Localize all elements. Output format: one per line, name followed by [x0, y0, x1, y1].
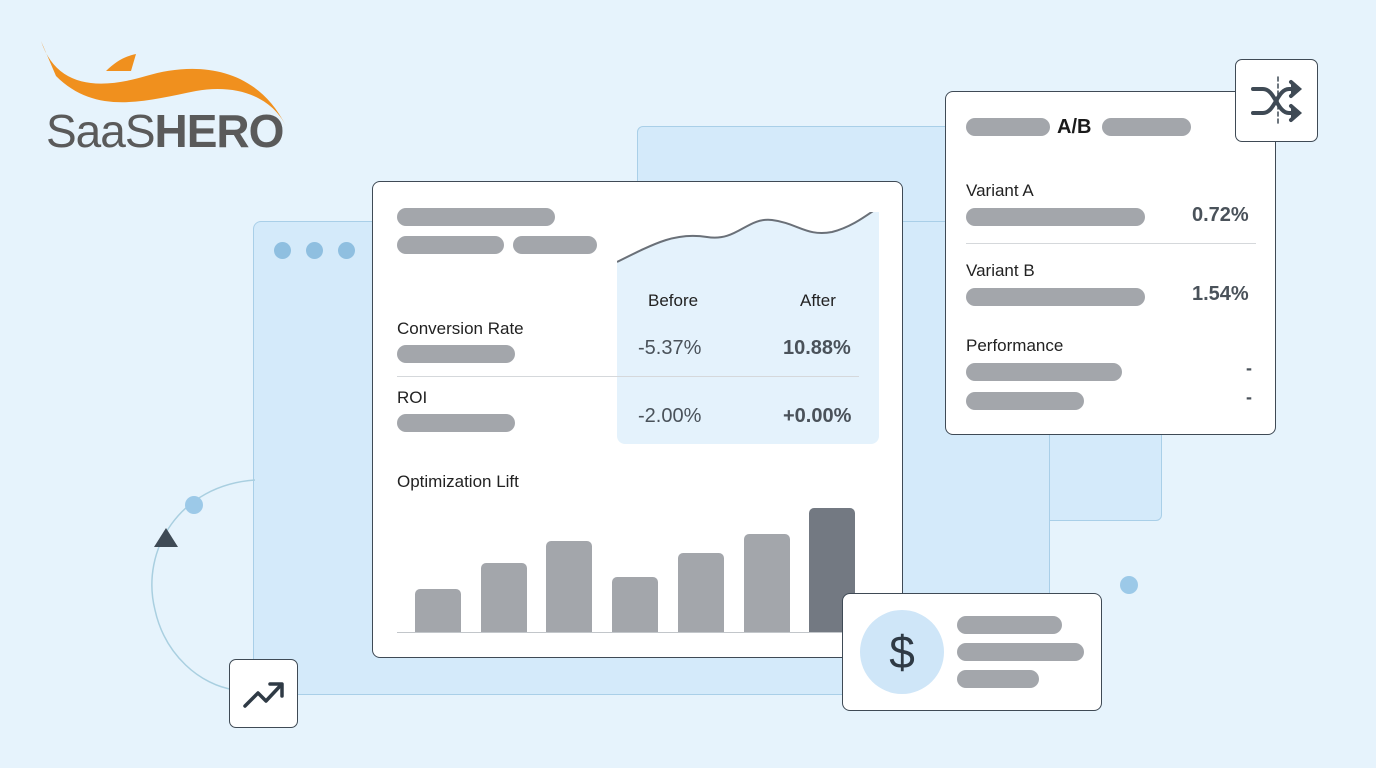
shuffle-button[interactable] — [1235, 59, 1318, 142]
ab-title: A/B — [1057, 116, 1092, 138]
placeholder-bar — [966, 118, 1050, 136]
placeholder-bar — [397, 345, 515, 363]
lift-bar — [415, 589, 461, 632]
lift-label: Optimization Lift — [397, 472, 519, 491]
triangle-icon — [154, 528, 178, 547]
placeholder-bar — [966, 208, 1145, 226]
row-label-conversion: Conversion Rate — [397, 319, 524, 338]
window-dot — [274, 242, 291, 259]
variant-a-value: 0.72% — [1192, 204, 1249, 226]
placeholder-bar — [513, 236, 597, 254]
placeholder-bar — [966, 288, 1145, 306]
logo-swoosh — [41, 41, 286, 126]
placeholder-bar — [397, 208, 555, 226]
col-after: After — [800, 291, 836, 310]
placeholder-bar — [966, 363, 1122, 381]
lift-bar — [480, 563, 527, 632]
logo-text-bold: HERO — [154, 105, 285, 157]
lift-bar-chart — [397, 502, 859, 633]
col-before: Before — [648, 291, 699, 310]
roi-before: -2.00% — [638, 405, 702, 427]
variant-a-label: Variant A — [966, 181, 1034, 200]
trending-up-icon — [242, 681, 284, 708]
placeholder-bar — [957, 670, 1039, 688]
placeholder-bar — [957, 643, 1084, 661]
comparison-panel — [617, 212, 879, 444]
logo-text-light: SaaS — [46, 105, 156, 157]
lift-bar — [677, 553, 724, 632]
placeholder-bar — [966, 392, 1084, 410]
placeholder-bar — [397, 414, 515, 432]
trend-sparkline — [617, 212, 874, 263]
lift-bar — [743, 534, 790, 632]
main-card: Before After Conversion Rate -5.37% 10.8… — [372, 181, 903, 658]
ab-test-card: A/B Variant A 0.72% Variant B 1.54% Perf… — [945, 91, 1276, 435]
conversion-after: 10.88% — [783, 337, 851, 359]
row-divider — [397, 376, 859, 377]
revenue-card: $ — [842, 593, 1102, 711]
variant-b-value: 1.54% — [1192, 283, 1249, 305]
variant-b-label: Variant B — [966, 261, 1035, 280]
performance-value: - — [1246, 387, 1252, 407]
placeholder-bar — [1102, 118, 1191, 136]
window-dot — [306, 242, 323, 259]
row-label-roi: ROI — [397, 388, 428, 407]
conversion-before: -5.37% — [638, 337, 702, 359]
dollar-icon: $ — [860, 610, 944, 694]
placeholder-bar — [957, 616, 1062, 634]
placeholder-bar — [397, 236, 504, 254]
row-divider — [966, 243, 1256, 244]
window-dot — [338, 242, 355, 259]
performance-label: Performance — [966, 336, 1064, 355]
lift-bar — [612, 577, 659, 632]
accent-dot — [1120, 576, 1138, 594]
shuffle-icon — [1250, 75, 1302, 126]
performance-value: - — [1246, 358, 1252, 378]
cycle-arc — [151, 479, 256, 691]
trend-button[interactable] — [229, 659, 298, 728]
roi-after: +0.00% — [783, 405, 852, 427]
lift-bar — [546, 541, 593, 632]
logo: SaaSHERO — [36, 36, 306, 157]
